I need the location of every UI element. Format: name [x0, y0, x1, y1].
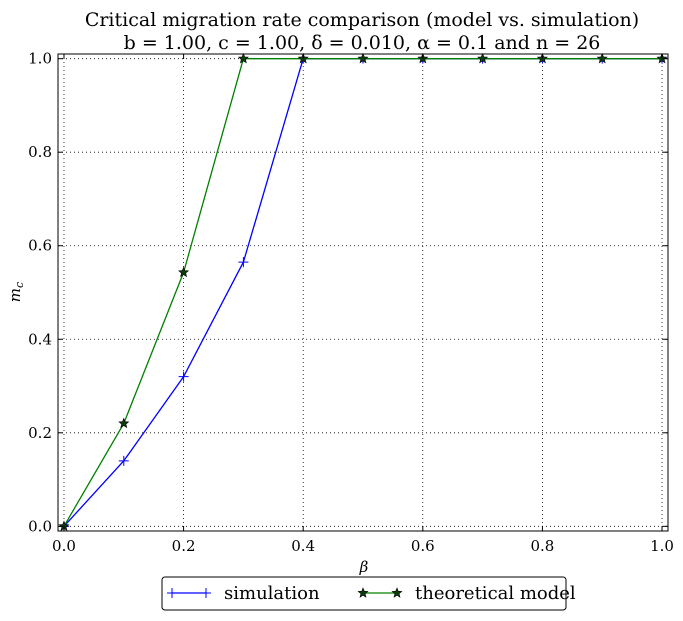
y-tick-label: 0.0: [28, 517, 52, 535]
y-tick-label: 0.8: [28, 143, 52, 161]
x-tick-label: 0.4: [291, 537, 315, 555]
legend-marker: [201, 588, 211, 598]
chart-title: Critical migration rate comparison (mode…: [85, 9, 639, 31]
ticks: 0.0 0.2 0.4 0.6 0.8 1.0 0.0 0.2 0.4 0.6 0.8 1.0: [28, 50, 674, 555]
legend-marker: [167, 588, 177, 598]
data-point-theoretical-model: [477, 52, 489, 64]
y-tick-label: 0.6: [28, 237, 52, 255]
y-tick-label: 0.4: [28, 330, 52, 348]
series-simulation: [58, 53, 668, 532]
legend-label: theoretical model: [415, 583, 576, 604]
series-line-simulation: [63, 58, 663, 527]
y-tick-label: 0.2: [28, 424, 52, 442]
legend-item-theoretical-model: theoretical model: [357, 583, 576, 604]
data-point-simulation: [238, 257, 249, 268]
chart-subtitle: b = 1.00, c = 1.00, δ = 0.010, α = 0.1 a…: [124, 32, 601, 54]
x-tick-label: 0.0: [52, 537, 76, 555]
data-point-simulation: [178, 371, 189, 382]
legend: simulation theoretical model: [161, 576, 576, 611]
legend-marker: [357, 587, 369, 598]
x-axis-label: β: [359, 558, 369, 576]
data-point-theoretical-model: [178, 266, 190, 278]
series-layer: [58, 52, 668, 532]
data-point-theoretical-model: [118, 417, 130, 429]
grid: [58, 54, 668, 531]
series-theoretical-model: [58, 52, 668, 532]
x-tick-label: 1.0: [650, 537, 674, 555]
legend-marker: [391, 587, 403, 598]
legend-label: simulation: [224, 583, 320, 604]
data-point-theoretical-model: [596, 52, 608, 64]
y-tick-label: 1.0: [28, 50, 52, 68]
x-tick-label: 0.6: [411, 537, 435, 555]
x-tick-label: 0.8: [530, 537, 554, 555]
x-tick-label: 0.2: [172, 537, 196, 555]
data-point-theoretical-model: [357, 52, 369, 64]
data-point-simulation: [118, 455, 129, 466]
data-point-theoretical-model: [237, 52, 249, 64]
legend-item-simulation: simulation: [167, 583, 320, 604]
y-axis-label: mc: [6, 282, 26, 302]
plot-area: [57, 53, 669, 532]
series-line-theoretical-model: [63, 58, 663, 527]
y-axis-label-subscript: c: [13, 282, 26, 288]
